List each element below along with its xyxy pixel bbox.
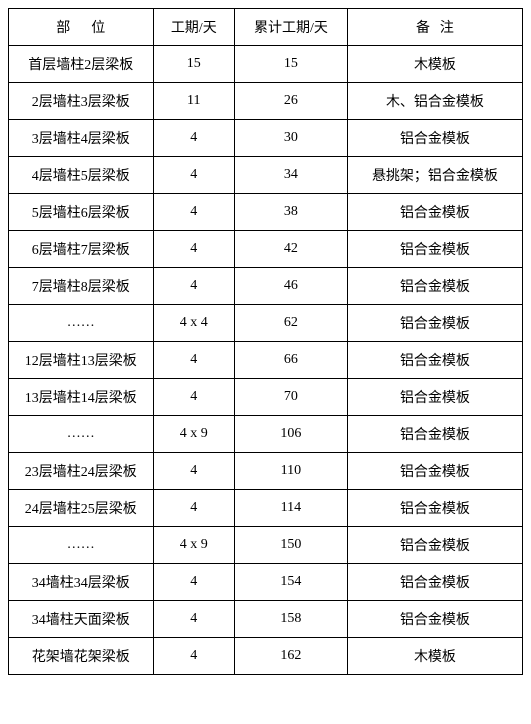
cell-duration: 4 — [153, 490, 234, 527]
table-row: 24层墙柱25层梁板4114铝合金模板 — [9, 490, 523, 527]
cell-part: 5层墙柱6层梁板 — [9, 194, 154, 231]
cell-note: 悬挑架；铝合金模板 — [347, 157, 522, 194]
cell-part: 3层墙柱4层梁板 — [9, 120, 154, 157]
cell-note: 木、铝合金模板 — [347, 83, 522, 120]
cell-part: …… — [9, 416, 154, 453]
cell-cumulative: 26 — [234, 83, 347, 120]
col-header-note: 备注 — [347, 9, 522, 46]
table-row: ……4 x 462铝合金模板 — [9, 305, 523, 342]
cell-part: …… — [9, 527, 154, 564]
cell-duration: 4 — [153, 379, 234, 416]
cell-part: 7层墙柱8层梁板 — [9, 268, 154, 305]
cell-duration: 4 x 9 — [153, 527, 234, 564]
cell-part: 首层墙柱2层梁板 — [9, 46, 154, 83]
cell-cumulative: 46 — [234, 268, 347, 305]
cell-duration: 4 — [153, 120, 234, 157]
col-header-part: 部位 — [9, 9, 154, 46]
cell-cumulative: 150 — [234, 527, 347, 564]
table-row: 4层墙柱5层梁板434悬挑架；铝合金模板 — [9, 157, 523, 194]
cell-cumulative: 34 — [234, 157, 347, 194]
cell-note: 铝合金模板 — [347, 601, 522, 638]
col-header-note-text: 备注 — [406, 21, 463, 36]
table-body: 首层墙柱2层梁板1515木模板2层墙柱3层梁板1126木、铝合金模板3层墙柱4层… — [9, 46, 523, 675]
cell-duration: 4 — [153, 194, 234, 231]
cell-cumulative: 106 — [234, 416, 347, 453]
cell-part: 34墙柱天面梁板 — [9, 601, 154, 638]
cell-note: 铝合金模板 — [347, 231, 522, 268]
cell-cumulative: 62 — [234, 305, 347, 342]
cell-note: 铝合金模板 — [347, 120, 522, 157]
table-row: 12层墙柱13层梁板466铝合金模板 — [9, 342, 523, 379]
cell-note: 木模板 — [347, 46, 522, 83]
cell-note: 铝合金模板 — [347, 342, 522, 379]
table-row: 13层墙柱14层梁板470铝合金模板 — [9, 379, 523, 416]
cell-cumulative: 42 — [234, 231, 347, 268]
cell-cumulative: 15 — [234, 46, 347, 83]
cell-duration: 4 — [153, 564, 234, 601]
table-row: 23层墙柱24层梁板4110铝合金模板 — [9, 453, 523, 490]
cell-cumulative: 162 — [234, 638, 347, 675]
cell-duration: 4 — [153, 601, 234, 638]
cell-part: 23层墙柱24层梁板 — [9, 453, 154, 490]
col-header-part-text: 部位 — [35, 21, 126, 36]
cell-part: 12层墙柱13层梁板 — [9, 342, 154, 379]
cell-note: 铝合金模板 — [347, 379, 522, 416]
cell-duration: 11 — [153, 83, 234, 120]
table-row: 6层墙柱7层梁板442铝合金模板 — [9, 231, 523, 268]
cell-note: 铝合金模板 — [347, 564, 522, 601]
table-row: 2层墙柱3层梁板1126木、铝合金模板 — [9, 83, 523, 120]
table-row: 首层墙柱2层梁板1515木模板 — [9, 46, 523, 83]
cell-part: 13层墙柱14层梁板 — [9, 379, 154, 416]
col-header-duration: 工期/天 — [153, 9, 234, 46]
cell-duration: 4 — [153, 157, 234, 194]
cell-cumulative: 38 — [234, 194, 347, 231]
cell-cumulative: 114 — [234, 490, 347, 527]
cell-duration: 4 — [153, 231, 234, 268]
table-row: ……4 x 9150铝合金模板 — [9, 527, 523, 564]
cell-note: 木模板 — [347, 638, 522, 675]
table-row: ……4 x 9106铝合金模板 — [9, 416, 523, 453]
table-row: 34墙柱天面梁板4158铝合金模板 — [9, 601, 523, 638]
cell-cumulative: 154 — [234, 564, 347, 601]
cell-cumulative: 70 — [234, 379, 347, 416]
table-header: 部位 工期/天 累计工期/天 备注 — [9, 9, 523, 46]
cell-note: 铝合金模板 — [347, 268, 522, 305]
cell-duration: 4 — [153, 453, 234, 490]
cell-cumulative: 110 — [234, 453, 347, 490]
cell-part: 34墙柱34层梁板 — [9, 564, 154, 601]
cell-part: 花架墙花架梁板 — [9, 638, 154, 675]
table-row: 花架墙花架梁板4162木模板 — [9, 638, 523, 675]
table-row: 5层墙柱6层梁板438铝合金模板 — [9, 194, 523, 231]
schedule-table: 部位 工期/天 累计工期/天 备注 首层墙柱2层梁板1515木模板2层墙柱3层梁… — [8, 8, 523, 675]
cell-duration: 4 — [153, 638, 234, 675]
cell-part: 2层墙柱3层梁板 — [9, 83, 154, 120]
cell-duration: 4 — [153, 342, 234, 379]
table-row: 7层墙柱8层梁板446铝合金模板 — [9, 268, 523, 305]
cell-part: 24层墙柱25层梁板 — [9, 490, 154, 527]
cell-note: 铝合金模板 — [347, 453, 522, 490]
cell-part: 6层墙柱7层梁板 — [9, 231, 154, 268]
table-row: 3层墙柱4层梁板430铝合金模板 — [9, 120, 523, 157]
cell-duration: 4 x 9 — [153, 416, 234, 453]
cell-duration: 4 — [153, 268, 234, 305]
cell-note: 铝合金模板 — [347, 305, 522, 342]
cell-note: 铝合金模板 — [347, 194, 522, 231]
cell-cumulative: 66 — [234, 342, 347, 379]
cell-cumulative: 30 — [234, 120, 347, 157]
cell-note: 铝合金模板 — [347, 490, 522, 527]
cell-cumulative: 158 — [234, 601, 347, 638]
cell-note: 铝合金模板 — [347, 527, 522, 564]
cell-note: 铝合金模板 — [347, 416, 522, 453]
col-header-cumulative: 累计工期/天 — [234, 9, 347, 46]
cell-part: 4层墙柱5层梁板 — [9, 157, 154, 194]
cell-duration: 15 — [153, 46, 234, 83]
table-row: 34墙柱34层梁板4154铝合金模板 — [9, 564, 523, 601]
header-row: 部位 工期/天 累计工期/天 备注 — [9, 9, 523, 46]
cell-duration: 4 x 4 — [153, 305, 234, 342]
cell-part: …… — [9, 305, 154, 342]
